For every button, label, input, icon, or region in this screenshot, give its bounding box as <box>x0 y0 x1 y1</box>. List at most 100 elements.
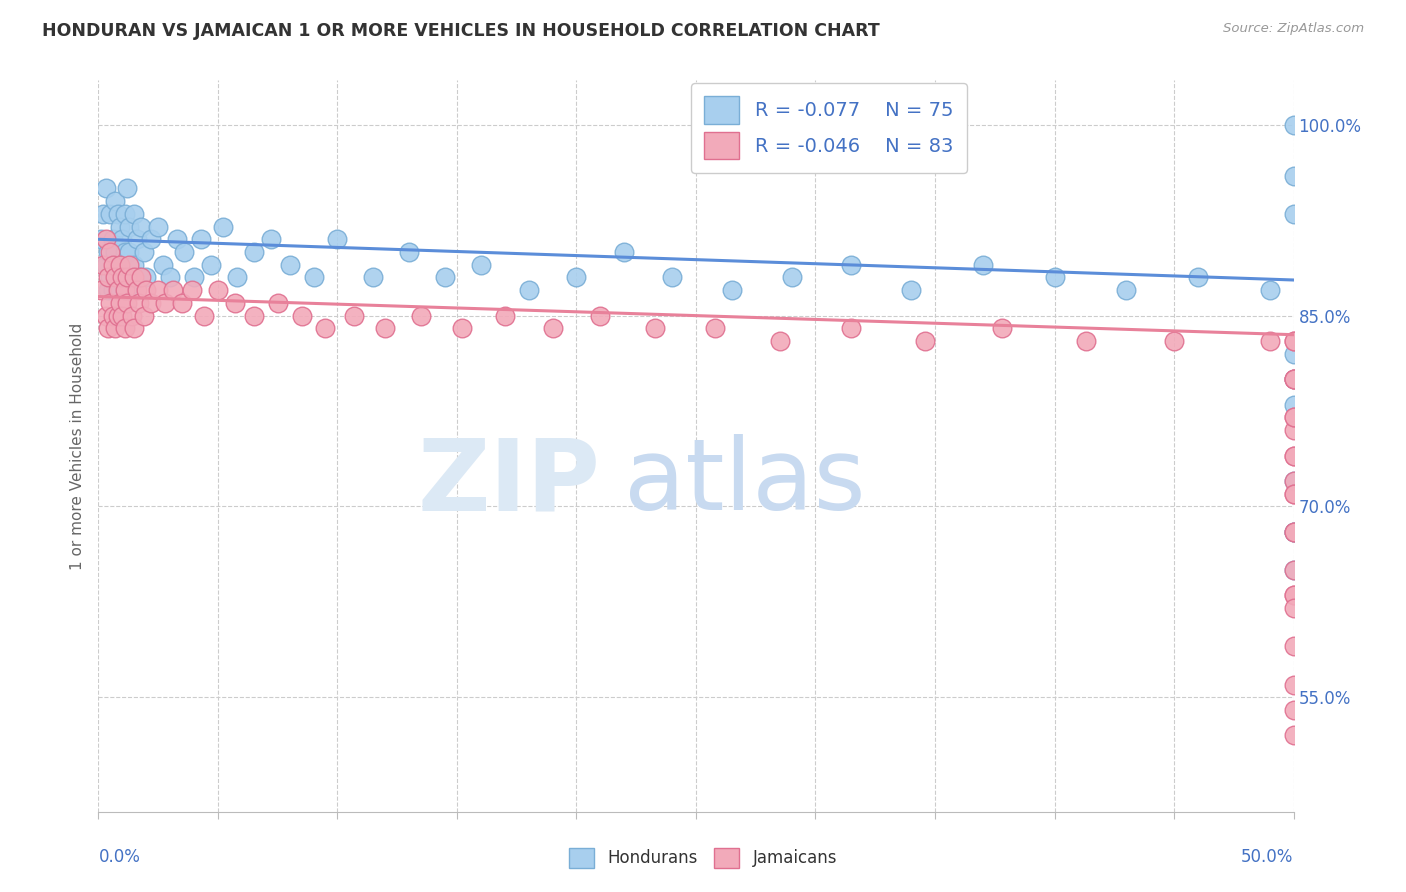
Text: 0.0%: 0.0% <box>98 848 141 866</box>
Point <box>104 270 127 285</box>
Point <box>1282 372 1305 386</box>
Point <box>1282 398 1305 412</box>
Point <box>97 245 120 260</box>
Point <box>104 245 127 260</box>
Point <box>991 321 1014 335</box>
Point <box>118 219 141 234</box>
Legend: Hondurans, Jamaicans: Hondurans, Jamaicans <box>562 841 844 875</box>
Point <box>124 258 146 272</box>
Point <box>841 258 863 272</box>
Point <box>1282 410 1305 425</box>
Point <box>155 296 177 310</box>
Point <box>1282 524 1305 539</box>
Point <box>131 270 153 285</box>
Point <box>107 283 129 297</box>
Point <box>1282 474 1305 488</box>
Point <box>1282 372 1305 386</box>
Point <box>128 270 150 285</box>
Point <box>1282 423 1305 437</box>
Point <box>114 207 136 221</box>
Point <box>132 309 155 323</box>
Point <box>172 296 194 310</box>
Point <box>148 283 170 297</box>
Point <box>411 309 433 323</box>
Point <box>104 321 127 335</box>
Point <box>1282 347 1305 361</box>
Point <box>900 283 922 297</box>
Legend: R = -0.077    N = 75, R = -0.046    N = 83: R = -0.077 N = 75, R = -0.046 N = 83 <box>690 83 967 173</box>
Point <box>135 283 157 297</box>
Point <box>135 270 157 285</box>
Point <box>148 219 170 234</box>
Point <box>107 270 129 285</box>
Point <box>1258 334 1281 348</box>
Point <box>450 321 472 335</box>
Point <box>121 309 143 323</box>
Point <box>107 309 129 323</box>
Point <box>108 258 131 272</box>
Point <box>780 270 803 285</box>
Point <box>1282 449 1305 463</box>
Point <box>94 181 117 195</box>
Point <box>343 309 366 323</box>
Point <box>94 258 117 272</box>
Text: 50.0%: 50.0% <box>1241 848 1294 866</box>
Point <box>90 283 112 297</box>
Y-axis label: 1 or more Vehicles in Household: 1 or more Vehicles in Household <box>69 322 84 570</box>
Point <box>98 207 122 221</box>
Point <box>1282 207 1305 221</box>
Point <box>111 232 134 246</box>
Point <box>1282 410 1305 425</box>
Point <box>107 207 129 221</box>
Point <box>1258 283 1281 297</box>
Point <box>644 321 666 335</box>
Point <box>589 309 612 323</box>
Point <box>190 232 212 246</box>
Point <box>434 270 457 285</box>
Point <box>841 321 863 335</box>
Point <box>226 270 249 285</box>
Point <box>101 232 124 246</box>
Point <box>1282 486 1305 500</box>
Point <box>98 245 122 260</box>
Point <box>139 232 162 246</box>
Point <box>111 270 134 285</box>
Text: atlas: atlas <box>624 434 866 531</box>
Point <box>115 296 138 310</box>
Point <box>111 270 134 285</box>
Point <box>1282 372 1305 386</box>
Text: ZIP: ZIP <box>418 434 600 531</box>
Point <box>152 258 174 272</box>
Point <box>517 283 540 297</box>
Point <box>97 270 120 285</box>
Point <box>115 181 138 195</box>
Point <box>768 334 790 348</box>
Point <box>139 296 162 310</box>
Point <box>108 296 131 310</box>
Point <box>125 283 148 297</box>
Point <box>173 245 195 260</box>
Point <box>124 207 146 221</box>
Point <box>115 270 138 285</box>
Point <box>302 270 325 285</box>
Point <box>193 309 215 323</box>
Point <box>91 207 114 221</box>
Point <box>259 232 281 246</box>
Point <box>131 219 153 234</box>
Point <box>90 232 112 246</box>
Point <box>97 321 120 335</box>
Point <box>224 296 246 310</box>
Point <box>118 258 141 272</box>
Point <box>721 283 744 297</box>
Point <box>1187 270 1209 285</box>
Point <box>1282 563 1305 577</box>
Point <box>104 194 127 208</box>
Point <box>128 296 150 310</box>
Point <box>159 270 181 285</box>
Point <box>1282 118 1305 132</box>
Point <box>121 270 143 285</box>
Point <box>101 258 124 272</box>
Point <box>101 309 124 323</box>
Point <box>114 321 136 335</box>
Point <box>1282 524 1305 539</box>
